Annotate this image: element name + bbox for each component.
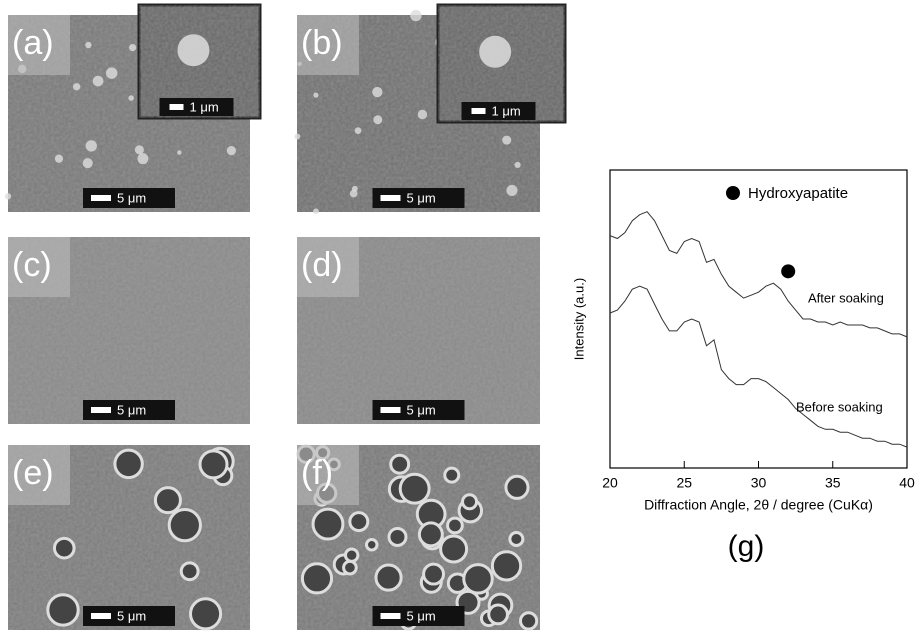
- x-tick-label: 35: [825, 475, 841, 491]
- inset-scale-bar: [472, 108, 486, 114]
- particle: [372, 87, 382, 97]
- particle: [86, 140, 97, 151]
- particle: [177, 150, 181, 154]
- legend-marker: [726, 186, 740, 200]
- particle: [410, 10, 421, 21]
- particle: [502, 136, 511, 145]
- pore: [445, 468, 459, 482]
- pore: [464, 565, 492, 593]
- pore: [169, 510, 200, 541]
- pore: [48, 595, 78, 625]
- plot-frame: [610, 170, 907, 468]
- particle: [55, 155, 63, 163]
- pore: [181, 563, 198, 580]
- scale-bar: [91, 407, 111, 413]
- panel-label: (f): [301, 454, 333, 492]
- pore: [448, 518, 463, 533]
- pore: [376, 565, 401, 590]
- inset-scale-bar: [170, 104, 184, 110]
- scale-bar: [91, 195, 111, 201]
- pore: [489, 605, 508, 624]
- pore: [419, 523, 442, 546]
- particle: [135, 145, 144, 154]
- particle: [506, 185, 517, 196]
- panel-label: (d): [301, 246, 343, 284]
- pore: [344, 561, 357, 574]
- inset-particle: [479, 36, 511, 68]
- panel-label: (b): [301, 24, 343, 62]
- pore: [313, 509, 343, 539]
- pore: [492, 552, 520, 580]
- scale-bar: [91, 613, 111, 619]
- particle: [5, 193, 11, 199]
- scale-bar-label: 5 μm: [117, 608, 146, 623]
- pore: [190, 599, 220, 629]
- inset-particle: [177, 34, 209, 66]
- pore: [506, 476, 528, 498]
- particle: [106, 67, 117, 78]
- particle: [83, 158, 93, 168]
- panel-label: (c): [12, 246, 52, 284]
- pore: [400, 474, 429, 503]
- scale-bar-label: 5 μm: [407, 190, 436, 205]
- scale-bar-label: 5 μm: [407, 608, 436, 623]
- particle: [355, 127, 362, 134]
- scale-bar: [381, 195, 401, 201]
- particle: [514, 162, 520, 168]
- particle: [373, 115, 382, 124]
- panel-label: (a): [12, 24, 54, 62]
- scale-bar-label: 5 μm: [117, 190, 146, 205]
- particle: [129, 44, 136, 51]
- x-tick-label: 40: [899, 475, 915, 491]
- particle: [313, 208, 319, 214]
- scale-bar-label: 5 μm: [117, 402, 146, 417]
- pore: [366, 540, 377, 551]
- x-tick-label: 25: [676, 475, 692, 491]
- panel-label-g: (g): [728, 530, 765, 563]
- particle: [85, 42, 91, 48]
- pore: [115, 450, 142, 477]
- particle: [93, 76, 104, 87]
- pore: [520, 613, 536, 629]
- pore: [463, 495, 477, 509]
- pore: [389, 529, 406, 546]
- pore: [54, 538, 74, 558]
- pore: [302, 564, 331, 593]
- peak-marker: [781, 264, 795, 278]
- pore: [345, 549, 357, 561]
- scale-bar: [381, 613, 401, 619]
- particle: [352, 186, 358, 192]
- pore: [510, 532, 523, 545]
- pore: [155, 488, 180, 513]
- xrd-line: [610, 212, 907, 337]
- y-axis-label: Intensity (a.u.): [571, 278, 586, 360]
- figure: (a) 5 μm 1 μm (b) 5 μm 1 μm (c) 5 μm (d) 5 μm (e) 5…: [0, 0, 918, 633]
- x-tick-label: 30: [751, 475, 767, 491]
- pore: [441, 536, 467, 562]
- x-axis-label: Diffraction Angle, 2θ / degree (CuKα): [644, 497, 873, 513]
- pore: [350, 513, 368, 531]
- inset-scale-label: 1 μm: [190, 99, 219, 114]
- legend-label: Hydroxyapatite: [748, 185, 848, 202]
- pore: [424, 564, 444, 584]
- particle: [418, 110, 428, 120]
- pore: [200, 451, 227, 478]
- page: (a) 5 μm 1 μm (b) 5 μm 1 μm (c) 5 μm (d) 5 μm (e) 5…: [0, 0, 918, 638]
- scale-bar-label: 5 μm: [407, 402, 436, 417]
- particle: [313, 93, 318, 98]
- xrd-line: [610, 286, 907, 447]
- particle: [137, 153, 148, 164]
- inset-scale-label: 1 μm: [492, 103, 521, 118]
- panel-label: (e): [12, 454, 54, 492]
- particle: [128, 95, 134, 101]
- particle: [73, 83, 80, 90]
- pore: [391, 455, 409, 473]
- series-label: After soaking: [808, 290, 884, 305]
- series-label: Before soaking: [796, 399, 883, 414]
- scale-bar: [381, 407, 401, 413]
- particle: [227, 146, 236, 155]
- x-tick-label: 20: [602, 475, 618, 491]
- particle: [294, 134, 300, 140]
